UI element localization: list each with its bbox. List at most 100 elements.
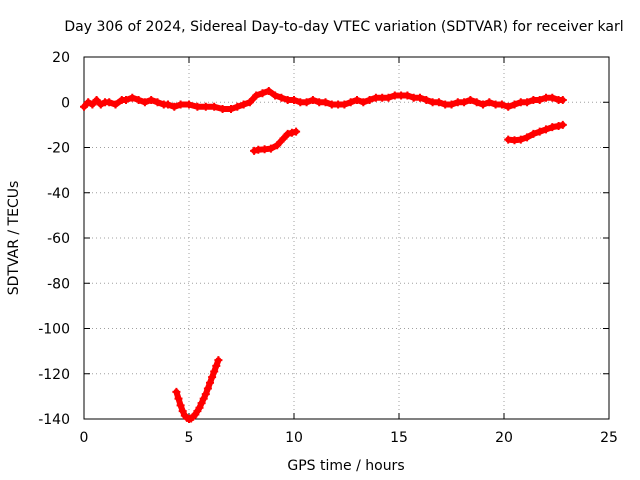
data-point <box>264 86 273 95</box>
data-point <box>185 100 193 109</box>
data-point <box>292 127 301 136</box>
data-point <box>214 356 223 365</box>
x-tick-label: 10 <box>285 430 303 446</box>
data-point <box>290 95 298 104</box>
data-point <box>340 100 349 109</box>
data-point <box>252 91 261 100</box>
data-point <box>193 102 202 111</box>
x-tick-labels: 0 5 10 15 20 25 <box>80 430 618 446</box>
x-tick-label: 5 <box>185 430 194 446</box>
data-point <box>287 128 296 137</box>
data-point <box>164 100 172 109</box>
data-point <box>554 122 563 131</box>
data-point <box>523 133 532 142</box>
chart-title: Day 306 of 2024, Sidereal Day-to-day VTE… <box>64 19 623 35</box>
data-point <box>353 95 361 104</box>
data-point <box>266 144 275 153</box>
data-point <box>153 98 162 107</box>
data-point <box>273 141 282 150</box>
data-point <box>434 98 443 107</box>
data-point <box>485 98 494 107</box>
data-point <box>535 95 544 104</box>
data-point <box>403 91 412 100</box>
data-point <box>277 93 286 102</box>
y-axis-label: SDTVAR / TECUs <box>6 181 22 296</box>
data-point <box>212 361 221 370</box>
grid <box>84 57 609 419</box>
data-point <box>80 102 88 111</box>
data-point <box>510 100 519 109</box>
y-tick-label: -20 <box>47 141 70 157</box>
data-marks <box>80 86 567 423</box>
data-point <box>201 102 210 111</box>
x-tick-label: 15 <box>390 430 408 446</box>
data-point <box>111 100 120 109</box>
series-4 <box>172 356 223 423</box>
ticks <box>83 56 610 420</box>
data-point <box>227 105 235 114</box>
data-point <box>279 134 288 143</box>
data-point <box>201 390 210 399</box>
data-point <box>422 95 431 104</box>
y-tick-label: 20 <box>52 50 70 66</box>
y-tick-label: -60 <box>47 231 70 247</box>
y-tick-label: -80 <box>47 276 70 292</box>
plot-frame <box>83 56 610 420</box>
data-point <box>176 100 185 109</box>
data-point <box>176 401 185 410</box>
series-3 <box>504 120 567 145</box>
x-tick-label: 0 <box>80 430 89 446</box>
y-tick-label: -40 <box>47 186 70 202</box>
data-point <box>105 98 114 107</box>
data-point <box>308 95 317 104</box>
data-point <box>558 95 567 104</box>
data-point <box>140 98 149 107</box>
data-point <box>460 98 469 107</box>
data-point <box>523 98 532 107</box>
data-point <box>271 91 280 100</box>
data-point <box>416 93 424 102</box>
data-point <box>466 95 475 104</box>
data-point <box>359 98 368 107</box>
data-point <box>542 125 550 134</box>
data-point <box>535 127 544 136</box>
series-1 <box>80 86 567 114</box>
data-point <box>548 93 557 102</box>
series-2 <box>250 127 301 155</box>
data-point <box>558 120 567 129</box>
y-tick-label: 0 <box>61 95 70 111</box>
y-tick-label: -140 <box>38 412 70 428</box>
data-point <box>210 367 219 376</box>
data-point <box>170 102 179 111</box>
data-point <box>172 387 181 396</box>
data-point <box>210 102 219 111</box>
data-point <box>516 135 525 144</box>
data-point <box>548 123 557 132</box>
x-axis-label: GPS time / hours <box>287 458 404 474</box>
x-tick-label: 20 <box>495 430 513 446</box>
x-tick-label: 25 <box>600 430 618 446</box>
data-point <box>321 98 330 107</box>
data-point <box>128 93 137 102</box>
data-point <box>365 95 374 104</box>
data-point <box>92 95 101 104</box>
data-point <box>218 105 227 114</box>
y-tick-label: -120 <box>38 367 70 383</box>
data-point <box>479 100 487 109</box>
data-point <box>447 100 456 109</box>
data-point <box>134 95 143 104</box>
data-point <box>233 102 242 111</box>
data-point <box>346 98 355 107</box>
data-point <box>504 102 513 111</box>
data-point <box>88 100 97 109</box>
data-point <box>245 98 254 107</box>
data-point <box>174 394 183 403</box>
data-point <box>147 95 156 104</box>
data-point <box>302 98 311 107</box>
data-point <box>239 100 248 109</box>
data-point <box>497 100 506 109</box>
y-tick-labels: 20 0 -20 -40 -60 -80 -100 -120 -140 <box>38 50 70 428</box>
data-point <box>208 373 217 382</box>
data-point <box>258 89 267 98</box>
